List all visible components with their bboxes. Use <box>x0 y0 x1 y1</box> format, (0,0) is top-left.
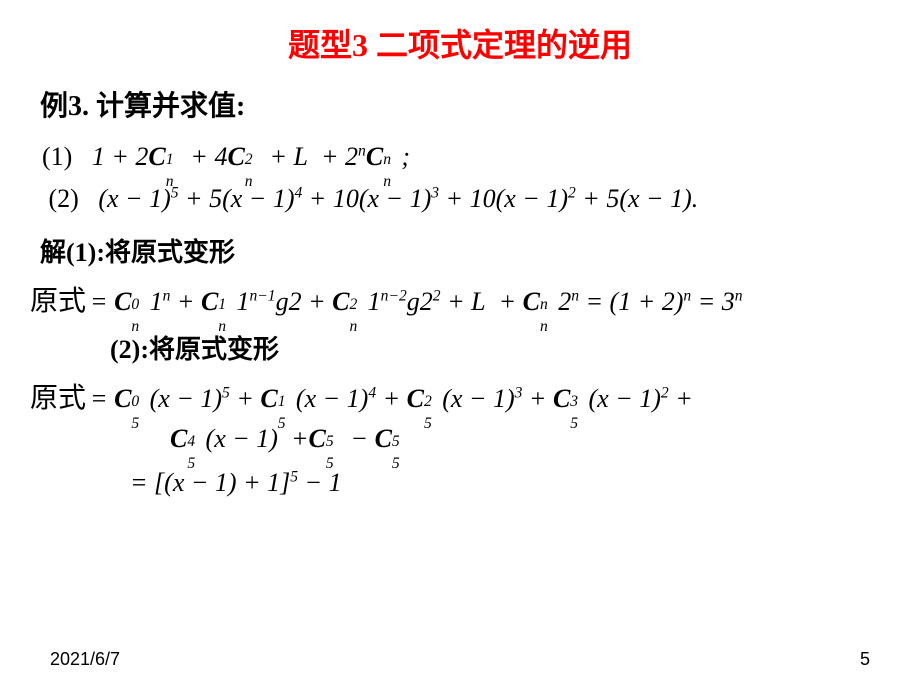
problem-1-prefix: (1) <box>42 142 72 171</box>
yuan-shi-2: 原式 <box>30 376 86 416</box>
solution-2-label: (2):将原式变形 <box>110 329 890 366</box>
solution-1-expr: 原式 = C0n1n + C1n1n−1g2 + C2n1n−2g22 + L … <box>30 279 890 319</box>
solution-1-label: 解(1):将原式变形 <box>40 232 890 269</box>
solution-2-expr-1: 原式 = C05(x − 1)5 + C15(x − 1)4 + C25(x −… <box>30 376 890 416</box>
solution-2-expr-3: = [(x − 1) + 1]5 − 1 <box>130 468 890 498</box>
footer-date: 2021/6/7 <box>50 649 120 670</box>
example-label: 例3. 计算并求值: <box>40 84 890 124</box>
yuan-shi-1: 原式 <box>30 279 86 319</box>
footer-page: 5 <box>860 649 870 670</box>
slide-container: 题型3 二项式定理的逆用 例3. 计算并求值: (1) 1 + 2C1n + 4… <box>0 0 920 690</box>
problem-1: (1) 1 + 2C1n + 4C2n + L + 2nCnn; <box>42 142 890 172</box>
slide-title: 题型3 二项式定理的逆用 <box>30 20 890 66</box>
problem-2-prefix: (2) <box>49 184 79 213</box>
